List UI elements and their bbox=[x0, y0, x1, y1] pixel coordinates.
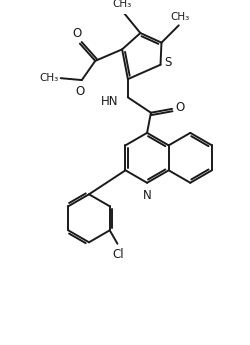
Text: O: O bbox=[72, 27, 82, 40]
Text: O: O bbox=[75, 85, 85, 98]
Text: N: N bbox=[143, 189, 152, 201]
Text: O: O bbox=[176, 101, 185, 115]
Text: CH₃: CH₃ bbox=[40, 73, 59, 83]
Text: HN: HN bbox=[101, 95, 118, 108]
Text: CH₃: CH₃ bbox=[170, 12, 189, 22]
Text: S: S bbox=[164, 56, 172, 69]
Text: Cl: Cl bbox=[112, 248, 124, 260]
Text: CH₃: CH₃ bbox=[112, 0, 132, 9]
